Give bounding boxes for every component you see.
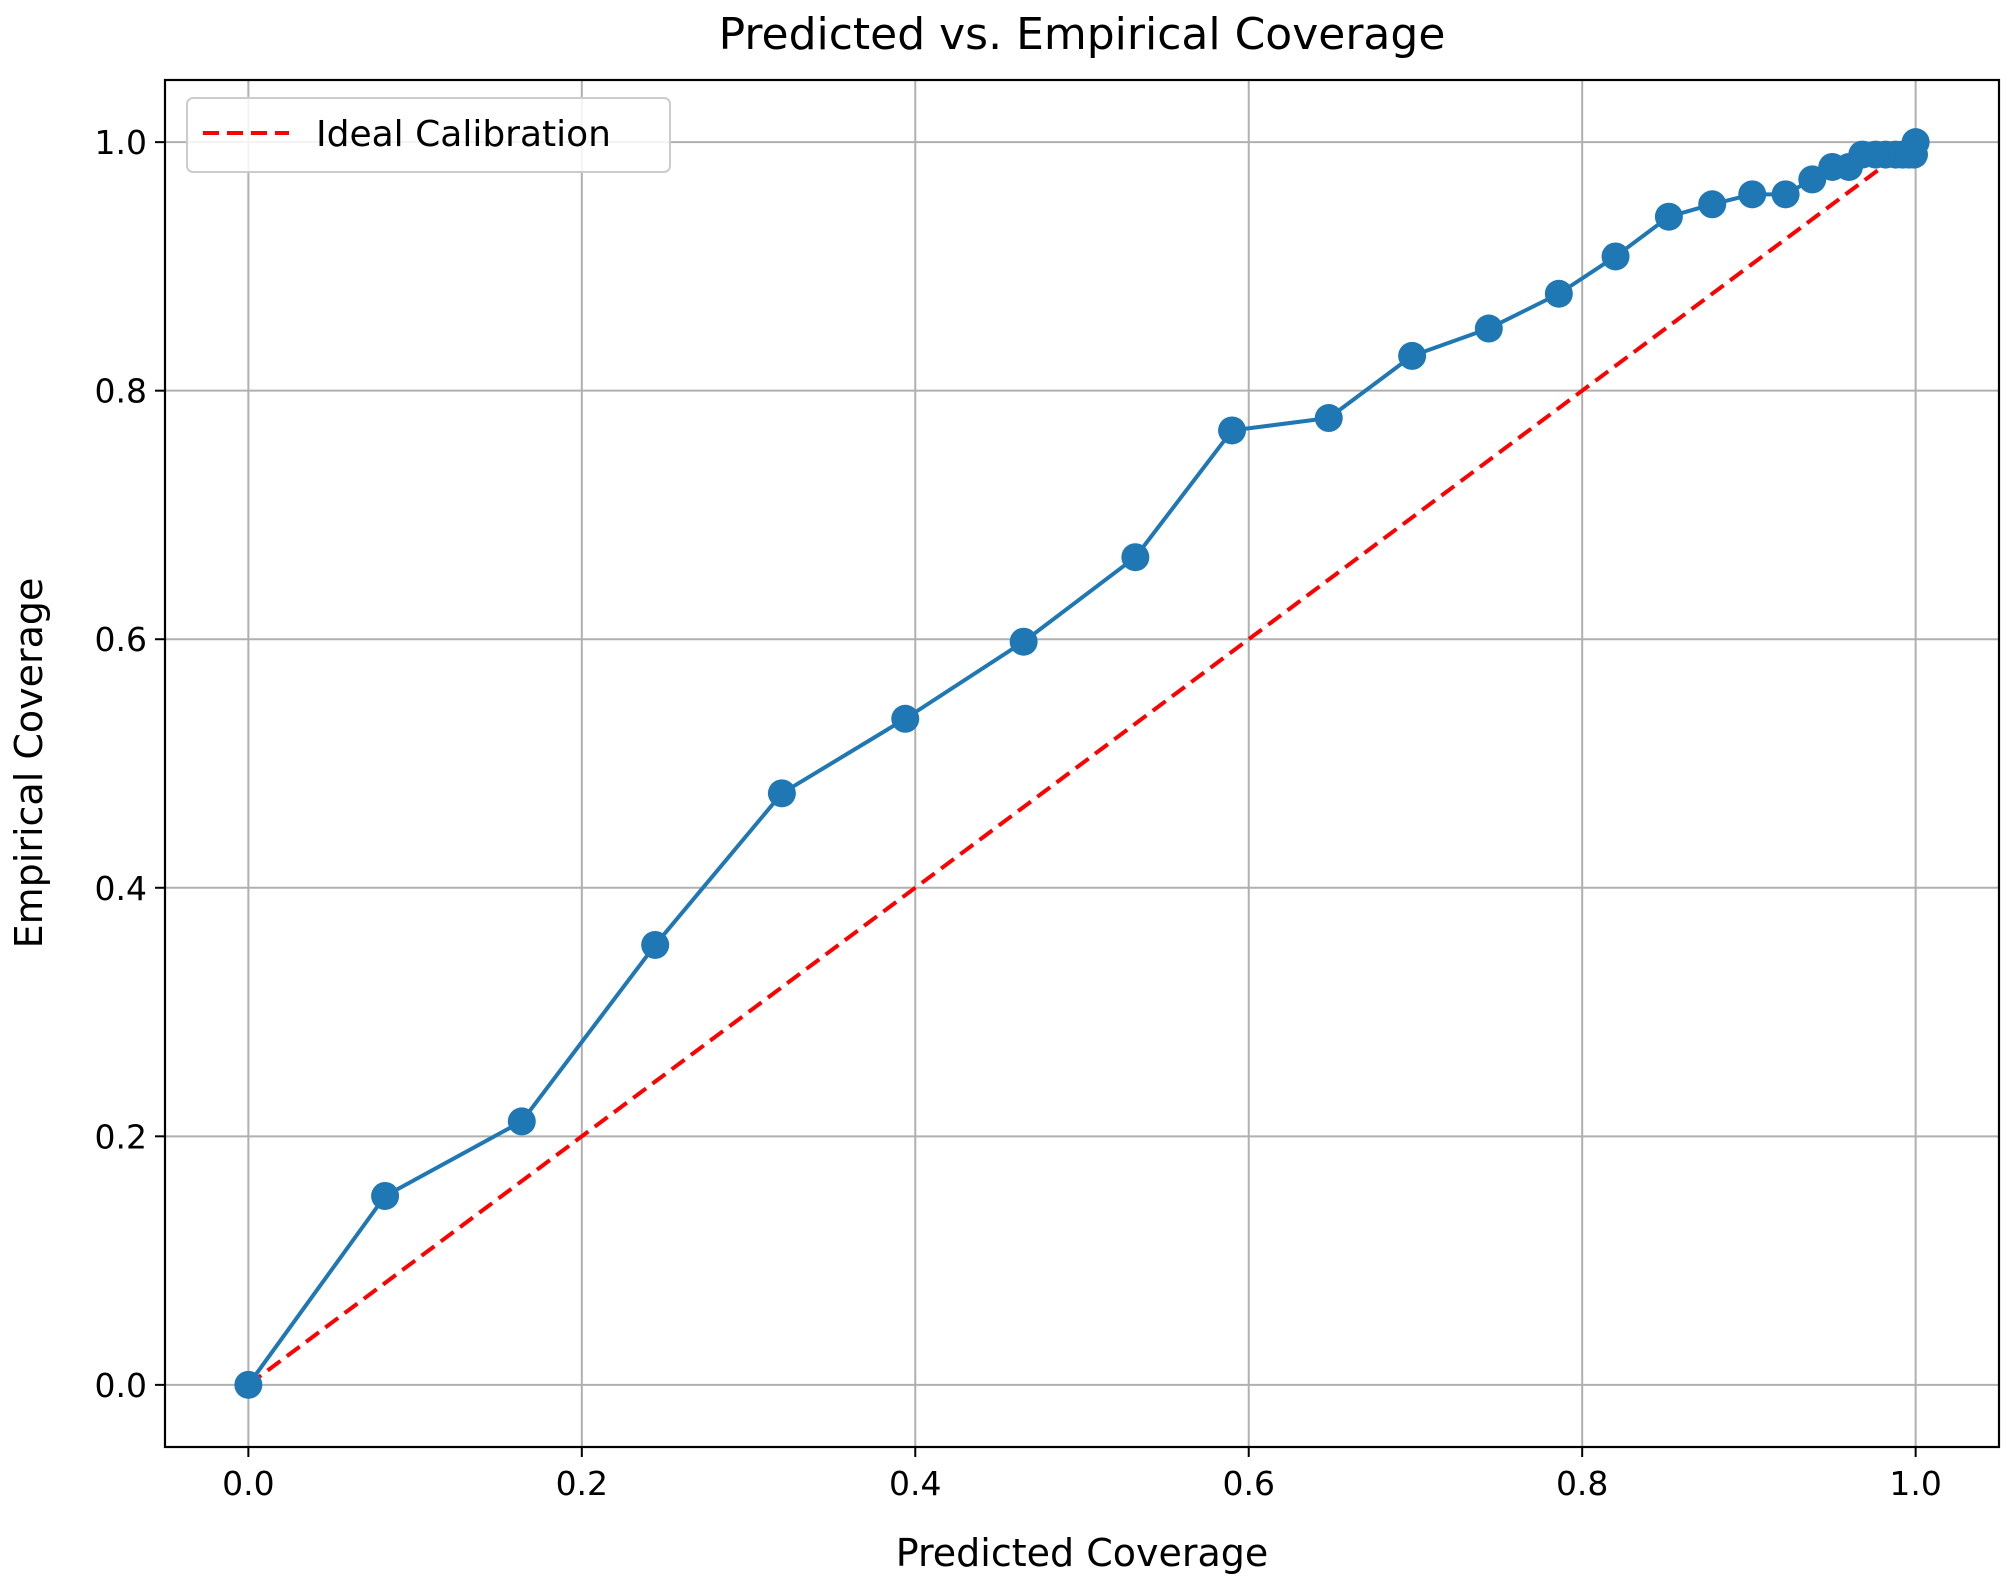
data-point [1398, 341, 1427, 370]
x-axis-label: Predicted Coverage [896, 1531, 1269, 1575]
y-tick-label: 1.0 [95, 123, 147, 162]
x-tick-label: 0.6 [1222, 1464, 1274, 1503]
ideal-calibration-line [247, 140, 1917, 1387]
data-point [371, 1181, 400, 1210]
y-tick-label: 0.2 [95, 1117, 147, 1156]
empirical-coverage-series [234, 128, 1930, 1399]
ideal-calibration-series [247, 140, 1917, 1387]
legend-ideal-calibration-label: Ideal Calibration [316, 114, 611, 155]
legend: Ideal Calibration [186, 97, 671, 173]
data-point [1544, 279, 1573, 308]
data-point [1771, 180, 1800, 209]
x-axis-ticks: 0.0 0.2 0.4 0.6 0.8 1.0 [222, 1447, 1942, 1503]
data-point [1798, 165, 1827, 194]
data-point [1218, 416, 1247, 445]
data-point [1009, 627, 1038, 656]
x-tick-label: 0.8 [1556, 1464, 1608, 1503]
y-tick-label: 0.6 [95, 620, 147, 659]
data-point [1901, 128, 1930, 157]
y-tick-label: 0.4 [95, 869, 147, 908]
data-point [234, 1370, 263, 1399]
plot-frame [163, 78, 2001, 1449]
y-axis-label: Empirical Coverage [7, 578, 51, 949]
data-point [1121, 543, 1150, 572]
data-point [1314, 404, 1343, 433]
x-tick-label: 0.0 [222, 1464, 274, 1503]
chart-title: Predicted vs. Empirical Coverage [719, 9, 1446, 60]
data-point [1738, 180, 1767, 209]
y-tick-label: 0.0 [95, 1366, 147, 1405]
x-tick-label: 0.4 [889, 1464, 941, 1503]
data-point [767, 779, 796, 808]
data-point [1654, 202, 1683, 231]
legend-box [186, 97, 671, 173]
y-tick-label: 0.8 [95, 372, 147, 411]
x-tick-label: 1.0 [1889, 1464, 1941, 1503]
x-tick-label: 0.2 [556, 1464, 608, 1503]
data-point [1601, 242, 1630, 271]
data-point [891, 704, 920, 733]
data-point [507, 1107, 536, 1136]
y-axis-ticks: 0.0 0.2 0.4 0.6 0.8 1.0 [95, 123, 165, 1405]
data-point [641, 930, 670, 959]
data-point [1474, 314, 1503, 343]
data-point [1698, 190, 1727, 219]
